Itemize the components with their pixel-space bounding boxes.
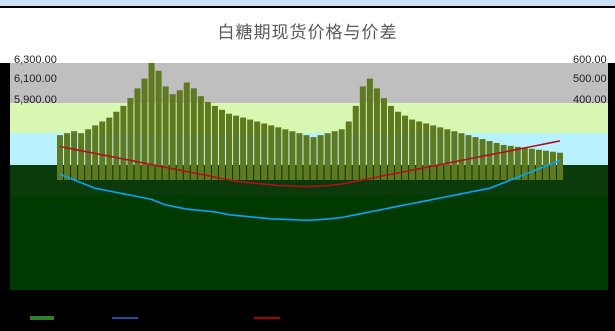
area-bar-30 xyxy=(268,125,275,180)
area-bar-27 xyxy=(247,119,254,180)
area-bar-24 xyxy=(226,113,233,180)
area-bar-42 xyxy=(352,105,359,180)
series-line-1 xyxy=(59,159,561,222)
area-bar-17 xyxy=(176,90,183,180)
y-left-tick-1: 6,300.00 xyxy=(14,54,57,66)
area-bar-68 xyxy=(535,149,542,180)
area-bar-53 xyxy=(430,125,437,180)
plot-band-green xyxy=(10,195,608,290)
area-bar-32 xyxy=(282,129,289,180)
area-bar-52 xyxy=(423,123,430,180)
area-bar-56 xyxy=(451,131,458,180)
area-bar-23 xyxy=(218,109,225,180)
area-bar-7 xyxy=(106,117,113,180)
area-bar-2 xyxy=(71,131,78,180)
area-bar-31 xyxy=(275,127,282,180)
area-bar-29 xyxy=(261,123,268,180)
y-left-tick-2: 6,100.00 xyxy=(14,73,57,85)
area-bar-8 xyxy=(113,111,120,180)
area-bar-67 xyxy=(528,148,535,180)
series-layer xyxy=(57,63,563,222)
area-bar-33 xyxy=(289,131,296,180)
area-bar-62 xyxy=(493,142,500,180)
area-bar-22 xyxy=(211,105,218,180)
top-accent-bar xyxy=(0,0,615,6)
area-bar-45 xyxy=(373,88,380,180)
area-bar-41 xyxy=(345,121,352,180)
area-bar-43 xyxy=(359,86,366,180)
area-bar-66 xyxy=(521,147,528,180)
area-bar-70 xyxy=(549,151,556,180)
area-bar-65 xyxy=(514,146,521,180)
area-bar-64 xyxy=(507,145,514,180)
area-bar-37 xyxy=(317,135,324,180)
area-bar-39 xyxy=(331,131,338,180)
area-bar-40 xyxy=(338,129,345,180)
area-bar-36 xyxy=(310,137,317,180)
area-bar-44 xyxy=(366,78,373,180)
area-bar-48 xyxy=(395,111,402,180)
area-bar-54 xyxy=(437,127,444,180)
area-bar-55 xyxy=(444,129,451,180)
y-right-tick-2: 500.00 xyxy=(573,73,607,85)
area-bar-0 xyxy=(57,135,63,180)
area-bar-1 xyxy=(64,133,71,180)
area-bar-3 xyxy=(78,133,85,180)
area-bar-15 xyxy=(162,86,169,180)
area-bar-50 xyxy=(409,119,416,180)
y-right-tick-3: 400.00 xyxy=(573,94,607,106)
area-bar-61 xyxy=(486,141,493,180)
area-bar-10 xyxy=(127,98,134,180)
area-bar-38 xyxy=(324,133,331,180)
plot-band-black xyxy=(10,290,608,331)
plot-band-gray xyxy=(10,63,608,103)
legend-swatch-area xyxy=(30,316,54,320)
area-bar-6 xyxy=(99,121,106,180)
title-background xyxy=(0,8,615,63)
area-bar-59 xyxy=(472,137,479,180)
area-bar-63 xyxy=(500,144,507,180)
area-bar-18 xyxy=(183,82,190,180)
area-bar-26 xyxy=(240,117,247,180)
area-bar-13 xyxy=(148,63,155,180)
area-bar-34 xyxy=(296,133,303,180)
area-bar-58 xyxy=(465,135,472,180)
area-bar-14 xyxy=(155,70,162,180)
area-bar-12 xyxy=(141,78,148,180)
area-bar-28 xyxy=(254,121,261,180)
area-bar-51 xyxy=(416,121,423,180)
area-bar-57 xyxy=(458,133,465,180)
area-bar-47 xyxy=(387,105,394,180)
area-bar-35 xyxy=(303,135,310,180)
series-line-2 xyxy=(59,140,561,188)
area-bar-9 xyxy=(120,105,127,180)
chart-title: 白糖期现货价格与价差 xyxy=(217,23,398,42)
area-bar-16 xyxy=(169,94,176,180)
area-bar-4 xyxy=(85,129,92,180)
area-bar-71 xyxy=(557,152,563,180)
area-bar-21 xyxy=(204,102,211,180)
y-left-tick-3: 5,900.00 xyxy=(14,94,57,106)
area-bar-25 xyxy=(233,115,240,180)
area-bar-11 xyxy=(134,88,141,180)
area-bar-19 xyxy=(190,88,197,180)
area-bar-60 xyxy=(479,139,486,180)
area-bar-49 xyxy=(402,115,409,180)
area-bar-20 xyxy=(197,96,204,180)
y-right-tick-1: 600.00 xyxy=(573,54,607,66)
area-bar-46 xyxy=(380,98,387,180)
